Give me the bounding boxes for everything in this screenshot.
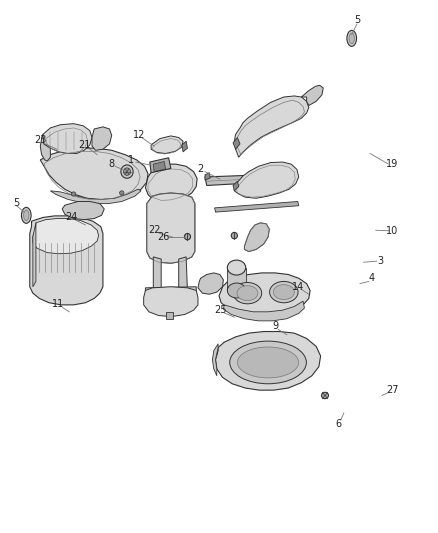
Text: 8: 8: [109, 159, 115, 168]
Polygon shape: [30, 216, 103, 305]
Polygon shape: [219, 273, 310, 316]
Polygon shape: [233, 138, 240, 149]
Ellipse shape: [24, 210, 29, 221]
Polygon shape: [144, 287, 198, 317]
Polygon shape: [205, 175, 264, 185]
Polygon shape: [40, 148, 148, 200]
Text: 4: 4: [368, 273, 374, 283]
Text: 12: 12: [133, 130, 145, 140]
Polygon shape: [147, 193, 195, 263]
Polygon shape: [33, 223, 36, 287]
Polygon shape: [223, 301, 304, 321]
Polygon shape: [215, 332, 321, 390]
Polygon shape: [153, 257, 161, 292]
Text: 14: 14: [292, 282, 304, 292]
Ellipse shape: [227, 260, 246, 275]
Polygon shape: [150, 158, 171, 173]
Ellipse shape: [227, 283, 246, 298]
Polygon shape: [153, 161, 166, 172]
Polygon shape: [151, 136, 183, 154]
Text: 9: 9: [272, 321, 278, 331]
Polygon shape: [301, 85, 323, 106]
Polygon shape: [33, 219, 99, 254]
Polygon shape: [212, 344, 218, 376]
Text: 2: 2: [198, 165, 204, 174]
Polygon shape: [92, 127, 112, 150]
Text: 23: 23: [35, 135, 47, 145]
Text: 5: 5: [14, 198, 20, 207]
Ellipse shape: [121, 165, 133, 178]
Text: 19: 19: [386, 159, 398, 168]
Polygon shape: [227, 268, 246, 290]
Polygon shape: [198, 273, 223, 294]
Polygon shape: [233, 181, 239, 191]
Ellipse shape: [230, 341, 306, 384]
Text: 22: 22: [148, 225, 161, 235]
Ellipse shape: [321, 392, 328, 399]
Polygon shape: [166, 312, 173, 319]
Polygon shape: [42, 124, 92, 154]
Polygon shape: [205, 173, 210, 180]
Text: 3: 3: [377, 256, 383, 266]
Ellipse shape: [237, 286, 258, 301]
Polygon shape: [215, 201, 299, 212]
Text: 11: 11: [52, 299, 64, 309]
Polygon shape: [50, 189, 141, 204]
Polygon shape: [145, 287, 196, 295]
Text: 25: 25: [214, 305, 226, 315]
Ellipse shape: [124, 168, 131, 175]
Polygon shape: [179, 257, 187, 292]
Ellipse shape: [184, 233, 191, 240]
Ellipse shape: [71, 192, 76, 196]
Text: 6: 6: [336, 419, 342, 429]
Polygon shape: [145, 164, 197, 202]
Ellipse shape: [120, 191, 124, 195]
Text: 27: 27: [386, 385, 398, 395]
Text: 24: 24: [65, 213, 78, 222]
Text: 1: 1: [128, 155, 134, 165]
Polygon shape: [244, 223, 269, 252]
Ellipse shape: [231, 232, 237, 239]
Ellipse shape: [21, 207, 31, 223]
Ellipse shape: [237, 347, 299, 378]
Text: 21: 21: [78, 140, 91, 150]
Ellipse shape: [269, 281, 298, 303]
Polygon shape: [40, 134, 50, 161]
Polygon shape: [182, 141, 187, 152]
Text: 5: 5: [354, 15, 360, 25]
Polygon shape: [234, 96, 309, 157]
Polygon shape: [62, 201, 104, 220]
Text: 26: 26: [157, 232, 170, 242]
Polygon shape: [234, 162, 299, 198]
Ellipse shape: [349, 33, 354, 44]
Ellipse shape: [273, 285, 294, 300]
Ellipse shape: [233, 282, 261, 304]
Text: 10: 10: [386, 226, 398, 236]
Ellipse shape: [347, 30, 357, 46]
